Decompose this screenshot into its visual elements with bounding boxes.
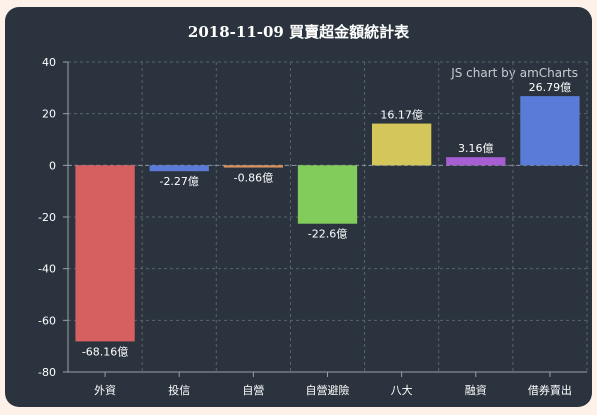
x-tick-label: 外資 (94, 384, 116, 397)
data-label: 26.79億 (529, 81, 572, 94)
x-tick-label: 借券賣出 (528, 383, 572, 397)
data-labels: -68.16億 -2.27億 -0.86億 -22.6億 16.17億 3.16億 26.7… (82, 81, 571, 358)
x-tick-label: 融資 (465, 384, 487, 397)
bar-3 (223, 165, 284, 168)
chart-title: 2018-11-09 買賣超金額統計表 (187, 23, 410, 41)
amcharts-credit-link[interactable]: JS chart by amCharts (451, 66, 578, 80)
y-tick-label: 40 (42, 56, 56, 69)
x-tick-label: 八大 (391, 383, 413, 397)
bar-1 (75, 165, 135, 342)
y-tick-label: 0 (49, 159, 56, 172)
y-axis: -80 -60 -40 -20 0 20 40 (38, 56, 69, 379)
y-tick-label: -20 (38, 211, 56, 224)
y-tick-label: 20 (42, 108, 56, 121)
data-label: -22.6億 (308, 228, 347, 241)
y-tick-label: -80 (38, 366, 56, 379)
data-label: -0.86億 (234, 172, 273, 185)
bar-4 (297, 165, 358, 224)
data-label: 16.17億 (380, 109, 423, 122)
bar-2 (149, 165, 209, 172)
x-tick-label: 自營 (242, 384, 264, 397)
x-tick-label: 投信 (168, 383, 190, 397)
x-tick-label: 自營避險 (306, 383, 350, 397)
data-label: -2.27億 (159, 175, 198, 188)
data-label: 3.16億 (458, 142, 494, 155)
y-tick-label: -40 (38, 263, 56, 276)
bar-6 (446, 157, 506, 166)
y-tick-label: -60 (38, 314, 56, 327)
bar-5 (371, 123, 432, 166)
bar-7 (520, 96, 580, 166)
data-label: -68.16億 (82, 345, 128, 358)
bar-series (75, 96, 580, 342)
x-axis: 外資 投信 自營 自營避險 八大 融資 借券賣出 (68, 371, 587, 397)
